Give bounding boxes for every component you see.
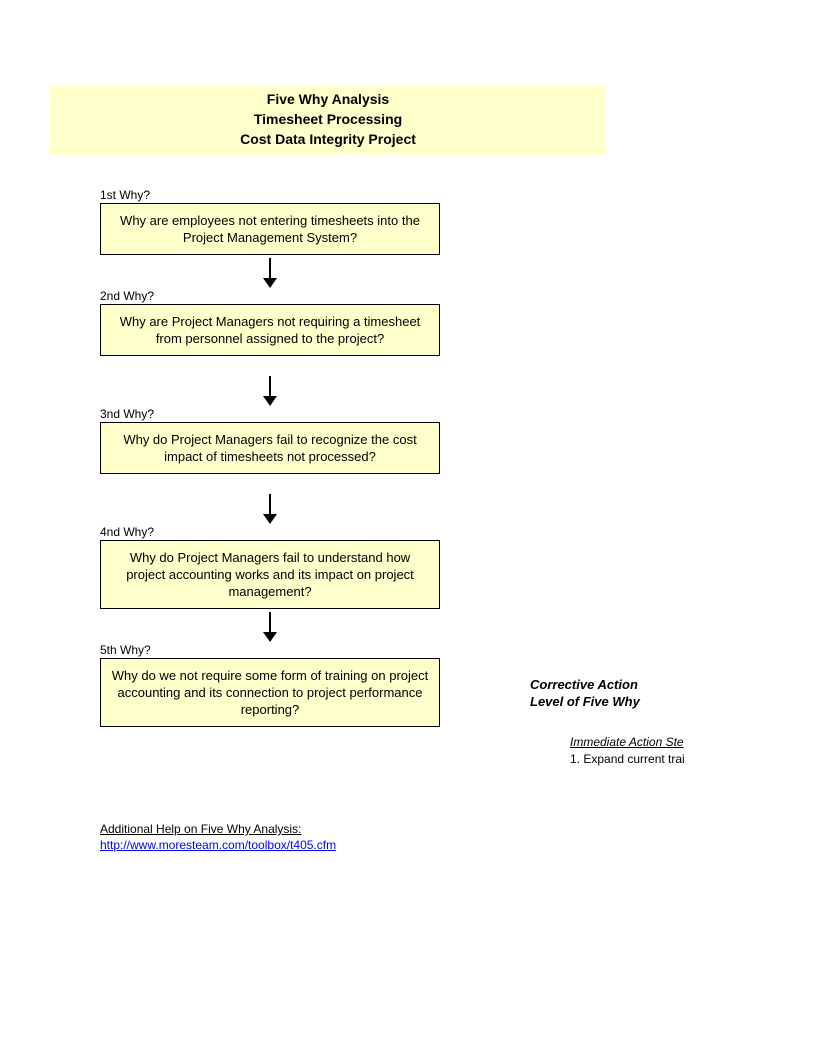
corrective-line-2: Level of Five Why <box>530 693 640 710</box>
arrow-down-4 <box>260 612 280 640</box>
why-label-1: 1st Why? <box>100 188 150 202</box>
why-label-5: 5th Why? <box>100 643 151 657</box>
why-label-2: 2nd Why? <box>100 289 154 303</box>
why-box-2: Why are Project Managers not requiring a… <box>100 304 440 356</box>
why-label-4: 4nd Why? <box>100 525 154 539</box>
expand-text: 1. Expand current trai <box>570 752 685 766</box>
title-line-2: Timesheet Processing <box>50 109 606 129</box>
arrow-down-1 <box>260 258 280 286</box>
why-box-5: Why do we not require some form of train… <box>100 658 440 727</box>
why-box-1: Why are employees not entering timesheet… <box>100 203 440 255</box>
immediate-action-label: Immediate Action Ste <box>570 735 684 749</box>
arrow-down-2 <box>260 376 280 404</box>
help-label: Additional Help on Five Why Analysis: <box>100 822 301 836</box>
why-box-3: Why do Project Managers fail to recogniz… <box>100 422 440 474</box>
title-block: Five Why Analysis Timesheet Processing C… <box>50 85 606 155</box>
why-box-4: Why do Project Managers fail to understa… <box>100 540 440 609</box>
corrective-action-heading: Corrective Action Level of Five Why <box>530 676 640 710</box>
title-line-3: Cost Data Integrity Project <box>50 129 606 149</box>
arrow-down-3 <box>260 494 280 522</box>
why-label-3: 3nd Why? <box>100 407 154 421</box>
title-line-1: Five Why Analysis <box>50 89 606 109</box>
corrective-line-1: Corrective Action <box>530 676 640 693</box>
help-link[interactable]: http://www.moresteam.com/toolbox/t405.cf… <box>100 838 336 852</box>
